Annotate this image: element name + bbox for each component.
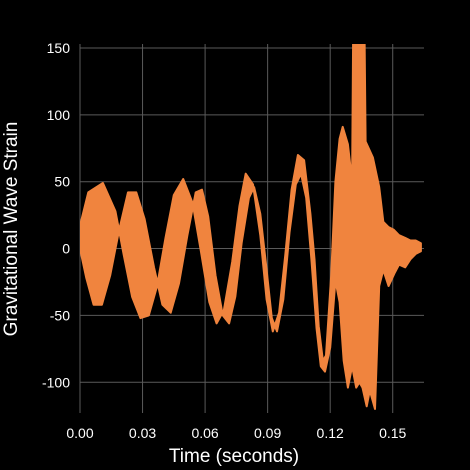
y-tick-label: 0 [62,241,70,257]
x-axis-ticks: 0.00 0.03 0.06 0.09 0.12 0.15 [66,425,406,441]
x-tick-label: 0.03 [129,425,156,441]
y-tick-label: 100 [47,107,71,123]
y-tick-label: -50 [50,307,70,323]
x-tick-label: 0.09 [254,425,281,441]
strain-series-band [80,44,422,410]
y-tick-label: -100 [42,374,70,390]
y-axis-label: Gravitational Wave Strain [1,122,22,337]
x-tick-label: 0.15 [379,425,406,441]
series-layer [80,44,422,410]
y-axis-ticks: -100 -50 0 50 100 150 [42,40,70,390]
x-tick-label: 0.00 [66,425,93,441]
x-tick-label: 0.06 [191,425,218,441]
x-axis-label: Time (seconds) [169,446,299,467]
y-tick-label: 50 [54,174,70,190]
x-tick-label: 0.12 [317,425,344,441]
y-tick-label: 150 [47,40,71,56]
